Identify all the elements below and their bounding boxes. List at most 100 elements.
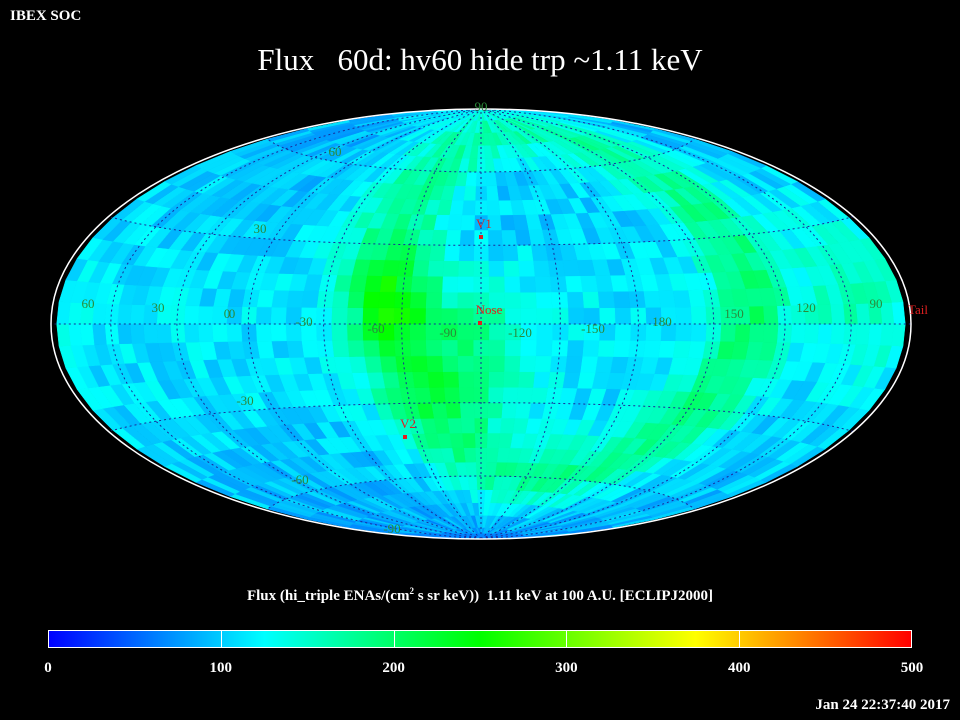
latitude-label: 30 [254,221,267,236]
flux-pixel [734,323,751,342]
flux-pixel [428,387,446,404]
colorbar-tick [566,630,568,648]
flux-pixel [425,339,443,357]
flux-pixel [719,323,736,342]
flux-pixel [566,339,584,357]
colorbar-tick-label: 400 [727,660,751,676]
flux-pixel [627,290,646,308]
flux-pixel [270,323,287,342]
flux-pixel [441,291,458,309]
flux-pixel [271,289,290,308]
flux-pixel [817,323,833,344]
flux-pixel [594,275,614,292]
flux-pixel [582,339,600,357]
flux-pixel [396,371,415,389]
latitude-label: -90 [383,521,400,536]
flux-pixel [487,417,502,434]
flux-pixel [316,340,335,358]
graticule-line [323,109,482,539]
flux-pixel [487,386,504,404]
flux-pixel [446,417,463,434]
flux-pixel [129,304,145,325]
flux-pixel [104,303,120,325]
graticule-line [480,109,786,539]
colorbar-title: Flux (hi_triple ENAs/(cm2 s sr keV)) 1.1… [246,586,714,604]
flux-pixel [414,244,432,261]
header-label: IBEX SOC [10,8,82,24]
map-title: Flux 60d: hv60 hide trp ~1.11 keV [257,42,703,77]
flux-pixel [504,307,522,325]
marker-dot [403,435,407,439]
flux-pixel [532,371,551,388]
flux-pixel [362,291,380,309]
flux-pixel [544,387,563,404]
flux-pixel [762,305,779,325]
flux-pixel [690,323,707,342]
flux-pixel [530,387,548,404]
flux-pixel [445,229,461,246]
flux-pixel [409,291,427,309]
flux-pixel [514,402,532,419]
flux-pixel [411,260,430,277]
flux-pixel [627,340,646,358]
flux-pixel [474,432,488,448]
flux-pixel [142,323,159,344]
flux-pixel [461,200,476,216]
flux-pixel [597,291,615,309]
flux-pixel [286,340,304,358]
flux-pixel [519,275,536,293]
flux-pixel [461,432,476,448]
flux-pixel [409,339,427,357]
flux-pixel [842,303,858,325]
flux-pixel [504,339,521,357]
flux-pixel [411,371,430,388]
flux-pixel [347,339,365,357]
longitude-label: 120 [796,300,816,315]
flux-pixel [762,323,779,343]
flux-pixel [672,289,691,308]
flux-pixel [156,323,172,344]
marker-label: Tail [908,302,928,317]
longitude-label: -60 [367,321,384,336]
flux-pixel [426,275,443,293]
flux-pixel [331,307,348,325]
flux-pixel [428,244,446,261]
flux-pixel [503,355,521,372]
flux-pixel [486,185,499,201]
marker-dot [478,321,482,325]
flux-pixel [594,356,614,373]
longitude-label: 60 [82,296,95,311]
flux-pixel [425,291,443,309]
flux-pixel [564,355,583,373]
flux-pixel [499,417,516,434]
flux-pixel [675,323,692,342]
flux-pixel [443,387,460,404]
flux-pixel [316,290,335,308]
map-outline [50,108,912,540]
flux-pixel [566,291,584,309]
flux-pixel [315,323,333,341]
flux-pixel [463,185,476,201]
longitude-label: 90 [870,296,883,311]
graticule-line [266,475,697,511]
flux-pixel [457,355,474,372]
flux-pixel [91,323,107,345]
colorbar-tick-label: 200 [382,660,405,676]
flux-pixel [456,307,474,325]
flux-pixel [488,323,506,341]
flux-pixel [517,371,535,388]
flux-pixel [551,307,569,325]
flux-pixel [486,447,499,463]
flux-pixel [612,340,631,358]
latitude-label: -60 [291,472,308,487]
flux-pixel [564,275,583,293]
flux-pixel [79,323,95,346]
flux-pixel [514,229,532,246]
flux-pixel [516,244,534,261]
flux-pixel [427,371,445,388]
flux-pixel [658,290,676,308]
flux-pixel [502,244,519,261]
colorbar-tick-label: 500 [900,660,924,676]
flux-pixel [534,275,552,293]
flux-pixel [362,339,380,357]
